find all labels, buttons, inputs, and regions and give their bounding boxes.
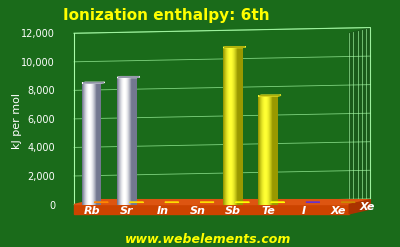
Text: www.webelements.com: www.webelements.com [124, 233, 291, 246]
Polygon shape [238, 47, 239, 205]
Polygon shape [96, 83, 98, 205]
Polygon shape [129, 78, 130, 205]
Polygon shape [90, 83, 91, 205]
Polygon shape [100, 83, 102, 205]
Polygon shape [227, 47, 228, 205]
Polygon shape [82, 83, 83, 205]
Polygon shape [128, 78, 129, 205]
Polygon shape [268, 96, 269, 205]
Polygon shape [118, 78, 119, 205]
Polygon shape [74, 199, 370, 205]
Polygon shape [93, 83, 94, 205]
Polygon shape [133, 78, 134, 205]
Polygon shape [271, 96, 272, 205]
Polygon shape [273, 96, 274, 205]
Polygon shape [134, 78, 135, 205]
Polygon shape [240, 47, 242, 205]
Polygon shape [74, 28, 95, 205]
Polygon shape [91, 83, 92, 205]
Polygon shape [234, 47, 235, 205]
Text: I: I [301, 206, 306, 216]
Polygon shape [123, 78, 124, 205]
Polygon shape [239, 47, 240, 205]
Polygon shape [89, 83, 90, 205]
Polygon shape [262, 96, 263, 205]
Polygon shape [121, 78, 122, 205]
Polygon shape [119, 78, 120, 205]
Polygon shape [272, 96, 273, 205]
Polygon shape [224, 47, 225, 205]
Polygon shape [94, 83, 95, 205]
Polygon shape [83, 83, 84, 205]
Polygon shape [349, 200, 370, 214]
Polygon shape [236, 47, 237, 205]
Polygon shape [264, 96, 265, 205]
Text: Sr: Sr [120, 206, 134, 216]
Polygon shape [274, 96, 275, 205]
Text: In: In [156, 206, 168, 216]
Polygon shape [277, 96, 278, 205]
Polygon shape [266, 96, 267, 205]
Polygon shape [267, 96, 268, 205]
Polygon shape [87, 83, 88, 205]
Text: Ionization enthalpy: 6th: Ionization enthalpy: 6th [63, 8, 270, 23]
Polygon shape [269, 96, 270, 205]
Polygon shape [258, 96, 259, 205]
Polygon shape [132, 78, 133, 205]
Polygon shape [125, 78, 126, 205]
Polygon shape [124, 78, 125, 205]
Text: Rb: Rb [84, 206, 100, 216]
Polygon shape [265, 96, 266, 205]
Polygon shape [349, 28, 370, 205]
Polygon shape [131, 78, 132, 205]
Polygon shape [92, 83, 93, 205]
Polygon shape [275, 96, 276, 205]
Polygon shape [235, 47, 236, 205]
Polygon shape [223, 47, 224, 205]
Polygon shape [135, 78, 136, 205]
Polygon shape [95, 83, 96, 205]
Polygon shape [259, 96, 260, 205]
Polygon shape [120, 78, 121, 205]
Polygon shape [84, 83, 85, 205]
Polygon shape [126, 78, 127, 205]
Polygon shape [74, 205, 349, 214]
Polygon shape [130, 78, 131, 205]
Text: Sn: Sn [190, 206, 206, 216]
Polygon shape [233, 47, 234, 205]
Polygon shape [117, 78, 118, 205]
Polygon shape [260, 96, 261, 205]
Polygon shape [82, 82, 105, 83]
Polygon shape [85, 83, 86, 205]
Polygon shape [229, 47, 230, 205]
Polygon shape [98, 83, 100, 205]
Polygon shape [74, 200, 370, 205]
Text: kJ per mol: kJ per mol [12, 93, 22, 149]
Text: Sb: Sb [225, 206, 241, 216]
Polygon shape [261, 96, 262, 205]
Polygon shape [228, 47, 229, 205]
Polygon shape [122, 78, 123, 205]
Polygon shape [226, 47, 227, 205]
Polygon shape [237, 47, 238, 205]
Polygon shape [270, 96, 271, 205]
Polygon shape [88, 83, 89, 205]
Text: Xe: Xe [360, 202, 375, 212]
Polygon shape [276, 96, 277, 205]
Polygon shape [127, 78, 128, 205]
Text: Te: Te [261, 206, 275, 216]
Polygon shape [231, 47, 232, 205]
Polygon shape [232, 47, 233, 205]
Polygon shape [225, 47, 226, 205]
Polygon shape [117, 77, 140, 78]
Polygon shape [86, 83, 87, 205]
Polygon shape [136, 78, 137, 205]
Polygon shape [83, 82, 104, 83]
Polygon shape [230, 47, 231, 205]
Polygon shape [258, 95, 281, 96]
Text: Xe: Xe [331, 206, 346, 216]
Polygon shape [263, 96, 264, 205]
Polygon shape [260, 95, 280, 96]
